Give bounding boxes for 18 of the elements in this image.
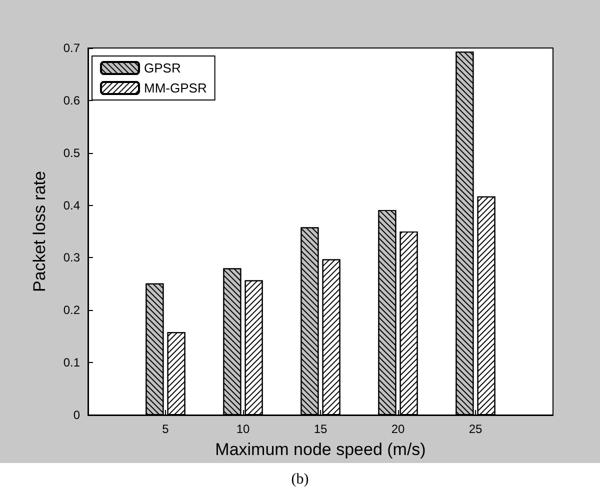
- legend-label: GPSR: [144, 60, 181, 76]
- x-tick-label: 5: [162, 422, 170, 436]
- y-tick-label: 0: [73, 408, 80, 422]
- y-tick-label: 0.6: [63, 93, 80, 108]
- y-tick-label: 0.3: [63, 250, 80, 265]
- legend-label: MM-GPSR: [144, 80, 207, 96]
- text: (b): [291, 472, 309, 488]
- y-tick-label: 0.5: [63, 146, 80, 160]
- y-tick-label: 0.1: [63, 356, 80, 370]
- x-axis-title: Maximum node speed (m/s): [215, 440, 426, 459]
- x-tick-label: 10: [236, 422, 250, 436]
- y-tick-label: 0.4: [63, 198, 80, 212]
- x-tick-label: 25: [468, 422, 482, 436]
- x-tick-label: 15: [314, 422, 328, 436]
- x-tick-label: 20: [391, 422, 405, 436]
- y-tick-label: 0.7: [63, 41, 80, 55]
- y-axis-title: Packet loss rate: [30, 171, 49, 292]
- y-tick-label: 0.2: [63, 303, 80, 318]
